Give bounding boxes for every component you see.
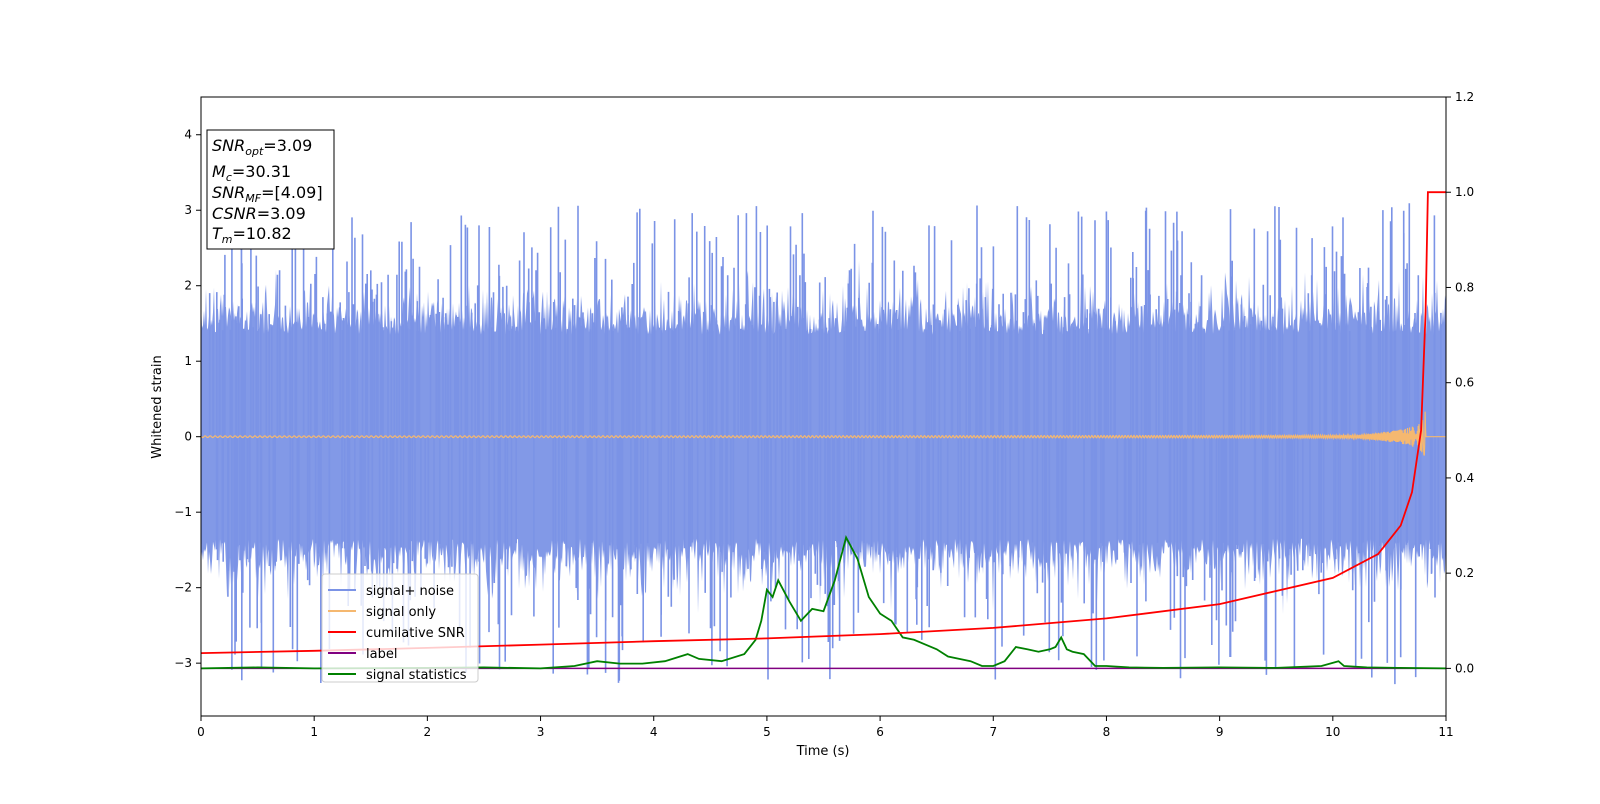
left-y-tick-label: −1 [174,505,192,519]
right-y-tick-label: 0.6 [1455,376,1474,390]
info-box: SNRopt=3.09 Mc=30.31 SNRMF=[4.09] CSNR=3… [206,129,335,250]
x-tick-label: 11 [1438,725,1453,739]
legend-label: cumilative SNR [366,626,465,641]
right-y-tick-label: 0.2 [1455,566,1474,580]
left-y-tick-label: 4 [184,128,192,142]
snr-opt-symbol: SNR [212,136,245,155]
tm-symbol: T [212,224,223,243]
left-y-axis: −3 −2 −1 0 1 2 3 4 [174,128,201,670]
left-y-tick-label: −2 [174,581,192,595]
x-tick-label: 7 [989,725,997,739]
x-tick-label: 3 [537,725,545,739]
snr-mf-subscript: MF [245,192,261,205]
legend-frame [321,573,479,683]
right-y-tick-label: 0.0 [1455,661,1474,675]
snr-mf-symbol: SNR [212,183,245,202]
noise-spikes [201,203,1446,685]
right-y-axis: 0.0 0.2 0.4 0.6 0.8 1.0 1.2 [1446,90,1474,675]
left-y-tick-label: 1 [184,354,192,368]
right-y-tick-label: 0.8 [1455,280,1474,294]
signal-statistics-line [201,534,1446,670]
x-tick-label: 2 [424,725,432,739]
series-layer [201,191,1446,685]
legend-label: signal statistics [366,668,467,683]
info-box-frame [206,129,335,250]
x-tick-label: 0 [197,725,205,739]
legend-items: signal+ noise signal only cumilative SNR la… [328,584,467,683]
x-tick-label: 10 [1325,725,1340,739]
plot-frame [200,96,1447,717]
legend-label: signal only [366,605,436,620]
x-axis: 0 1 2 3 4 5 6 7 8 9 10 11 [197,716,1454,739]
snr-mf-text: SNRMF=[4.09] [212,183,323,205]
legend-label: signal+ noise [366,584,454,599]
mc-text: Mc=30.31 [212,162,291,184]
tm-subscript: m [222,233,233,246]
csnr-symbol: CSNR [212,204,257,223]
mc-symbol: M [212,162,226,181]
x-tick-label: 9 [1216,725,1224,739]
x-axis-label: Time (s) [796,744,850,759]
mc-subscript: c [226,171,232,184]
x-tick-label: 6 [876,725,884,739]
cumulative-snr-line [201,191,1446,654]
snr-opt-subscript: opt [245,145,264,158]
right-y-tick-label: 1.0 [1455,185,1474,199]
right-y-tick-label: 0.4 [1455,471,1474,485]
snr-opt-value: =3.09 [263,136,312,155]
signal-only-line [201,411,1446,456]
left-y-tick-label: 3 [184,203,192,217]
legend-label: label [366,647,397,662]
left-y-tick-label: 0 [184,430,192,444]
csnr-text: CSNR=3.09 [212,204,306,223]
tm-value: =10.82 [233,224,292,243]
y-axis-label: Whitened strain [150,355,165,458]
x-tick-label: 5 [763,725,771,739]
x-tick-label: 4 [650,725,658,739]
legend: signal+ noise signal only cumilative SNR la… [321,573,479,683]
mc-value: =30.31 [232,162,291,181]
snr-mf-value: =[4.09] [261,183,323,202]
left-y-tick-label: 2 [184,279,192,293]
right-y-tick-label: 1.2 [1455,90,1474,104]
tm-text: Tm=10.82 [212,224,292,246]
x-tick-label: 1 [310,725,318,739]
csnr-value: =3.09 [257,204,306,223]
left-y-tick-label: −3 [174,656,192,670]
x-tick-label: 8 [1103,725,1111,739]
snr-opt-text: SNRopt=3.09 [212,136,312,158]
